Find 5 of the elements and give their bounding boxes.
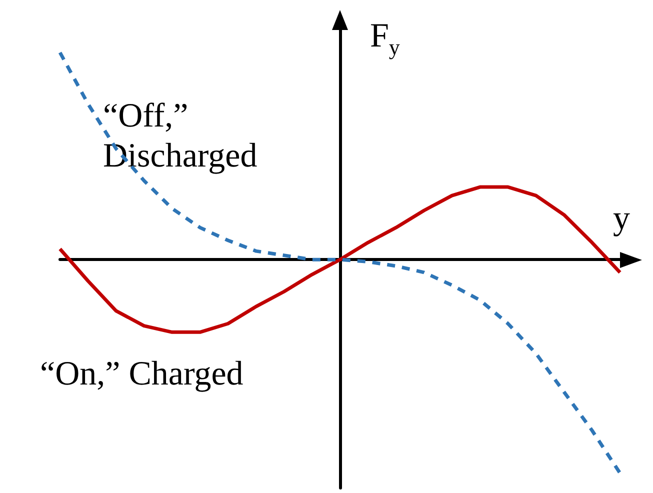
text: y bbox=[613, 200, 630, 238]
x-axis-title: y bbox=[388, 34, 400, 60]
series-label: “On,” Charged bbox=[40, 355, 244, 392]
series-label: “Off,” Discharged bbox=[103, 97, 258, 174]
text: F bbox=[370, 18, 389, 54]
